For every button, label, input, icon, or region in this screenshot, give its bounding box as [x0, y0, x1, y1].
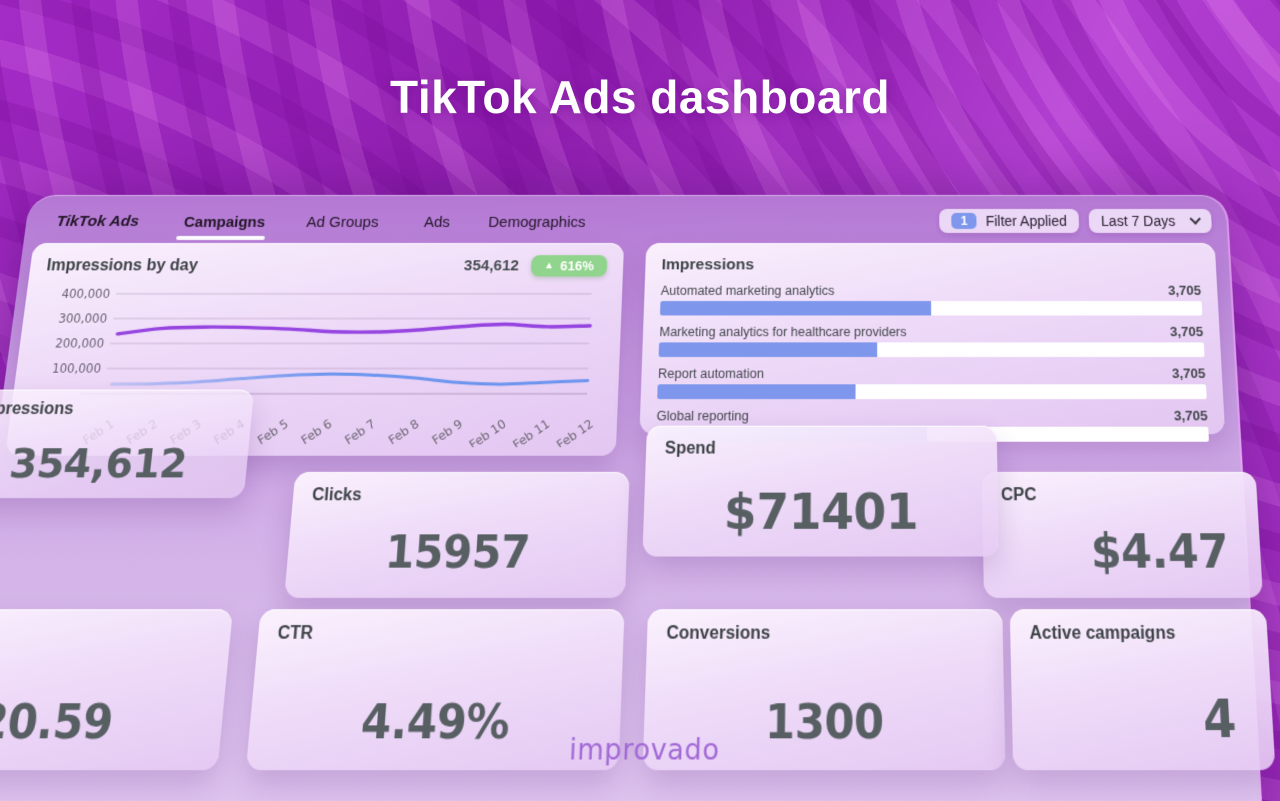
tiktok-ads-dashboard: TikTok Ads Campaigns Ad Groups Ads Demog…: [0, 195, 1276, 801]
bar-value: 3,705: [1167, 282, 1202, 298]
dashboard-nav: TikTok Ads Campaigns Ad Groups Ads Demog…: [34, 207, 1213, 241]
bar-value: 3,705: [1169, 323, 1204, 340]
brand-title: TikTok Ads: [55, 212, 140, 230]
cpc-kpi-card: CPC $4.47: [981, 471, 1264, 598]
bar-label: Report automation: [657, 366, 764, 382]
kpi-value: $20.59: [0, 696, 116, 751]
bar-row: Automated marketing analytics 3,705: [659, 282, 1203, 316]
tab-campaigns[interactable]: Campaigns: [183, 213, 267, 231]
impressions-kpi-card: Impressions 354,612: [0, 389, 255, 499]
active-campaigns-kpi-card: Active campaigns 4: [1009, 609, 1276, 771]
svg-text:200,000: 200,000: [54, 336, 105, 351]
arrow-up-icon: ▲: [543, 260, 555, 272]
date-range-dropdown[interactable]: Last 7 Days: [1088, 208, 1213, 233]
kpi-value: 15957: [383, 527, 531, 579]
impressions-bars-title: Impressions: [661, 256, 755, 274]
kpi-value: $71401: [723, 482, 919, 541]
bar-fill: [658, 342, 877, 357]
svg-text:Feb 9: Feb 9: [429, 416, 465, 447]
bar-value: 3,705: [1173, 407, 1209, 424]
bar-fill: [659, 301, 932, 316]
svg-text:Feb 12: Feb 12: [554, 416, 596, 447]
bar-row: Report automation 3,705: [657, 365, 1207, 400]
svg-text:Feb 7: Feb 7: [342, 416, 378, 447]
change-badge: ▲ 616%: [530, 255, 608, 277]
svg-text:Feb 10: Feb 10: [467, 416, 509, 447]
svg-text:100,000: 100,000: [51, 361, 102, 376]
impressions-by-day-title: Impressions by day: [45, 256, 199, 274]
active-tab-underline: [175, 235, 266, 241]
bar-row: Marketing analytics for healthcare provi…: [658, 323, 1205, 357]
kpi-value: 354,612: [6, 439, 190, 488]
bar-track: [658, 342, 1205, 357]
impressions-bars-card: Impressions Automated marketing analytic…: [639, 243, 1226, 442]
svg-text:Feb 6: Feb 6: [299, 416, 335, 447]
kpi-value: 4: [1201, 690, 1238, 751]
svg-text:Feb 5: Feb 5: [255, 416, 291, 447]
kpi-value: $4.47: [1089, 524, 1231, 579]
change-value: 616%: [559, 258, 595, 274]
kpi-label: Spend: [664, 439, 717, 458]
dashboard-content: Impressions by day 354,612 ▲ 616% 400,00…: [0, 243, 1276, 801]
svg-text:300,000: 300,000: [58, 311, 108, 326]
bar-value: 3,705: [1171, 365, 1206, 382]
chevron-down-icon: [1189, 213, 1201, 225]
kpi-label: Conversions: [666, 623, 771, 644]
bar-track: [659, 301, 1203, 316]
spend-kpi-card: Spend $71401: [642, 425, 1000, 557]
kpi-label: Impressions: [0, 400, 75, 419]
filter-applied-label: Filter Applied: [985, 212, 1068, 229]
filter-applied-badge[interactable]: 1 Filter Applied: [939, 208, 1080, 233]
svg-text:Feb 11: Feb 11: [510, 416, 552, 447]
kpi-label: Active campaigns: [1029, 623, 1176, 644]
kpi-label: CPC: [1000, 486, 1037, 505]
bar-track: [657, 384, 1207, 400]
tab-ads[interactable]: Ads: [423, 213, 451, 231]
clicks-kpi-card: Clicks 15957: [284, 471, 630, 598]
tab-demographics[interactable]: Demographics: [487, 213, 586, 231]
svg-text:400,000: 400,000: [61, 287, 111, 302]
kpi-label: CTR: [276, 623, 314, 644]
ctr-kpi-card: CTR 4.49%: [245, 609, 625, 771]
bar-fill: [657, 384, 856, 400]
bar-label: Marketing analytics for healthcare provi…: [659, 324, 907, 340]
bar-label: Global reporting: [656, 408, 749, 424]
date-range-label: Last 7 Days: [1100, 212, 1176, 229]
improvado-logo: improvado: [568, 732, 720, 767]
bar-label: Automated marketing analytics: [660, 283, 835, 298]
svg-text:Feb 8: Feb 8: [386, 416, 422, 447]
kpi-value: 4.49%: [359, 696, 511, 751]
tab-ad-groups[interactable]: Ad Groups: [305, 213, 380, 231]
page-title: TikTok Ads dashboard: [390, 71, 890, 123]
impressions-total: 354,612: [463, 257, 520, 275]
kpi-label: Clicks: [311, 486, 363, 505]
partial-kpi-card: $20.59: [0, 609, 233, 771]
filter-count-chip: 1: [951, 212, 977, 229]
